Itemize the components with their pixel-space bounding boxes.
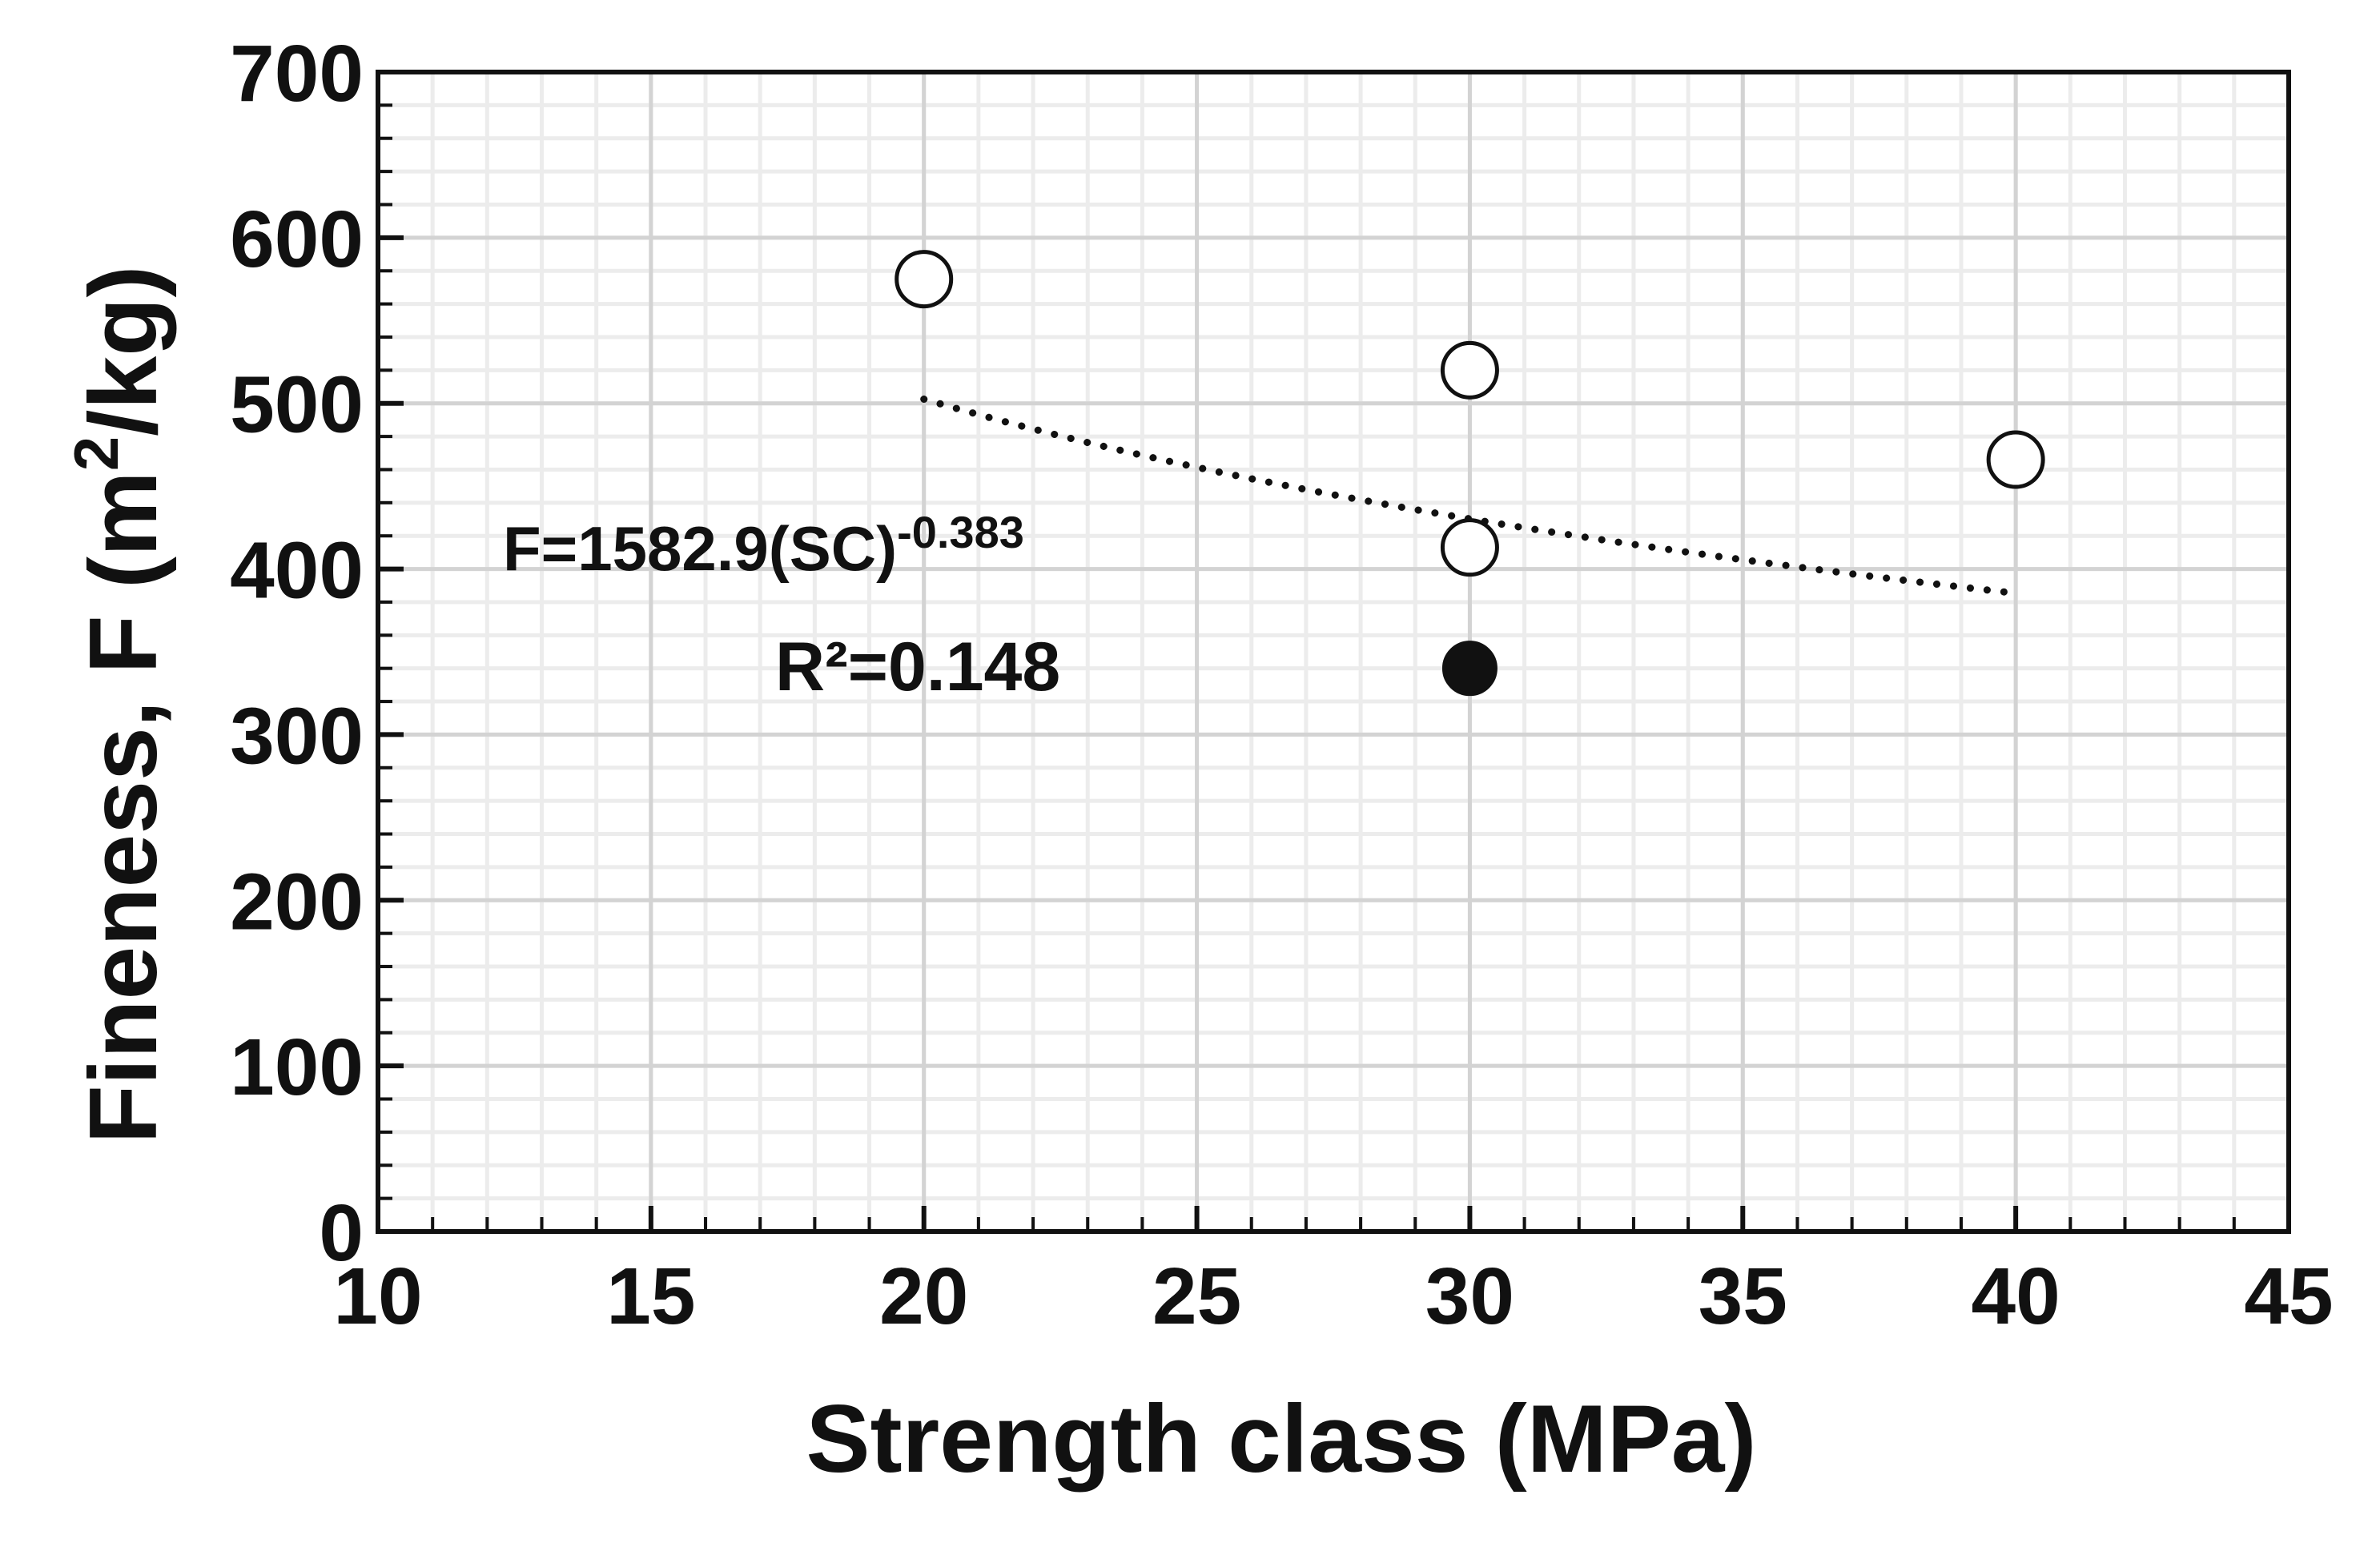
y-tick-label: 400 xyxy=(230,526,364,616)
x-tick-label: 20 xyxy=(879,1252,968,1341)
y-axis-label-end: /kg) xyxy=(70,266,177,436)
y-tick-label: 0 xyxy=(319,1188,364,1278)
data-points xyxy=(895,250,2045,697)
data-point-open xyxy=(1440,340,1499,400)
x-tick-label: 30 xyxy=(1425,1252,1514,1341)
data-point-open xyxy=(1986,430,2045,489)
plot-frame xyxy=(376,70,2291,1234)
x-tick-label: 35 xyxy=(1699,1252,1787,1341)
x-tick-label: 10 xyxy=(333,1252,422,1341)
y-axis-label-main: Fineness, F (m xyxy=(70,471,177,1143)
tick-labels: 10 15 20 25 30 35 40 45 0 100 200 300 400 500 600 700 xyxy=(230,29,2333,1341)
y-axis-label-superscript: 2 xyxy=(61,436,131,471)
equation-main: F=1582.9(SC) xyxy=(503,513,897,584)
y-axis-label: Fineness, F (m2/kg) xyxy=(61,266,177,1144)
x-tick-label: 40 xyxy=(1972,1252,2060,1341)
equation-exponent: -0.383 xyxy=(897,507,1024,557)
y-tick-label: 300 xyxy=(230,691,364,781)
data-point-filled xyxy=(1441,641,1498,697)
data-point-open xyxy=(1440,518,1499,577)
r-squared-label: R²=0.148 xyxy=(775,629,1060,705)
y-tick-label: 700 xyxy=(230,29,364,119)
axis-ticks xyxy=(376,70,2291,1234)
data-point-open xyxy=(895,250,954,309)
trendline-equation: F=1582.9(SC)-0.383 xyxy=(503,507,1024,584)
y-tick-label: 100 xyxy=(230,1023,364,1112)
x-axis-label: Strength class (MPa) xyxy=(806,1385,1757,1493)
x-tick-label: 45 xyxy=(2244,1252,2333,1341)
x-tick-label: 25 xyxy=(1152,1252,1241,1341)
y-tick-label: 600 xyxy=(230,195,364,284)
x-tick-label: 15 xyxy=(606,1252,695,1341)
y-tick-label: 500 xyxy=(230,360,364,450)
y-tick-label: 200 xyxy=(230,857,364,946)
